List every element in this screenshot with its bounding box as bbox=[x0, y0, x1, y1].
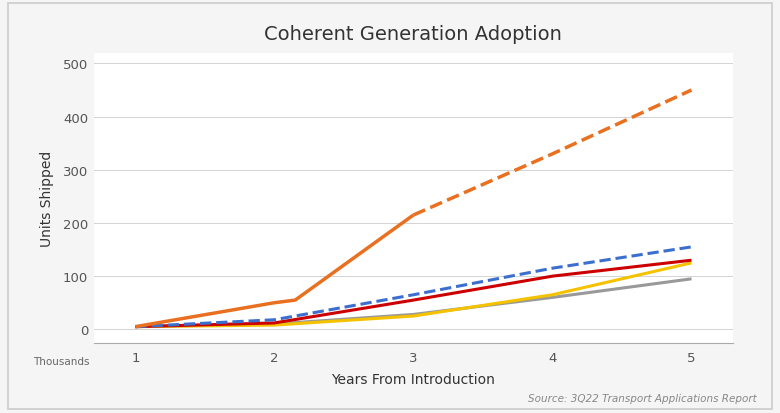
Legend: 100G (Gen30), 200G (Gen30), 400G+ (Gen60P), 800G (Gen90), 400ZRx (Gen60C): 100G (Gen30), 200G (Gen30), 400G+ (Gen60… bbox=[55, 412, 716, 413]
Title: Coherent Generation Adoption: Coherent Generation Adoption bbox=[264, 25, 562, 44]
X-axis label: Years From Introduction: Years From Introduction bbox=[332, 373, 495, 386]
Text: Source: 3Q22 Transport Applications Report: Source: 3Q22 Transport Applications Repo… bbox=[528, 393, 757, 403]
Text: Thousands: Thousands bbox=[33, 356, 90, 366]
Y-axis label: Units Shipped: Units Shipped bbox=[41, 150, 55, 246]
